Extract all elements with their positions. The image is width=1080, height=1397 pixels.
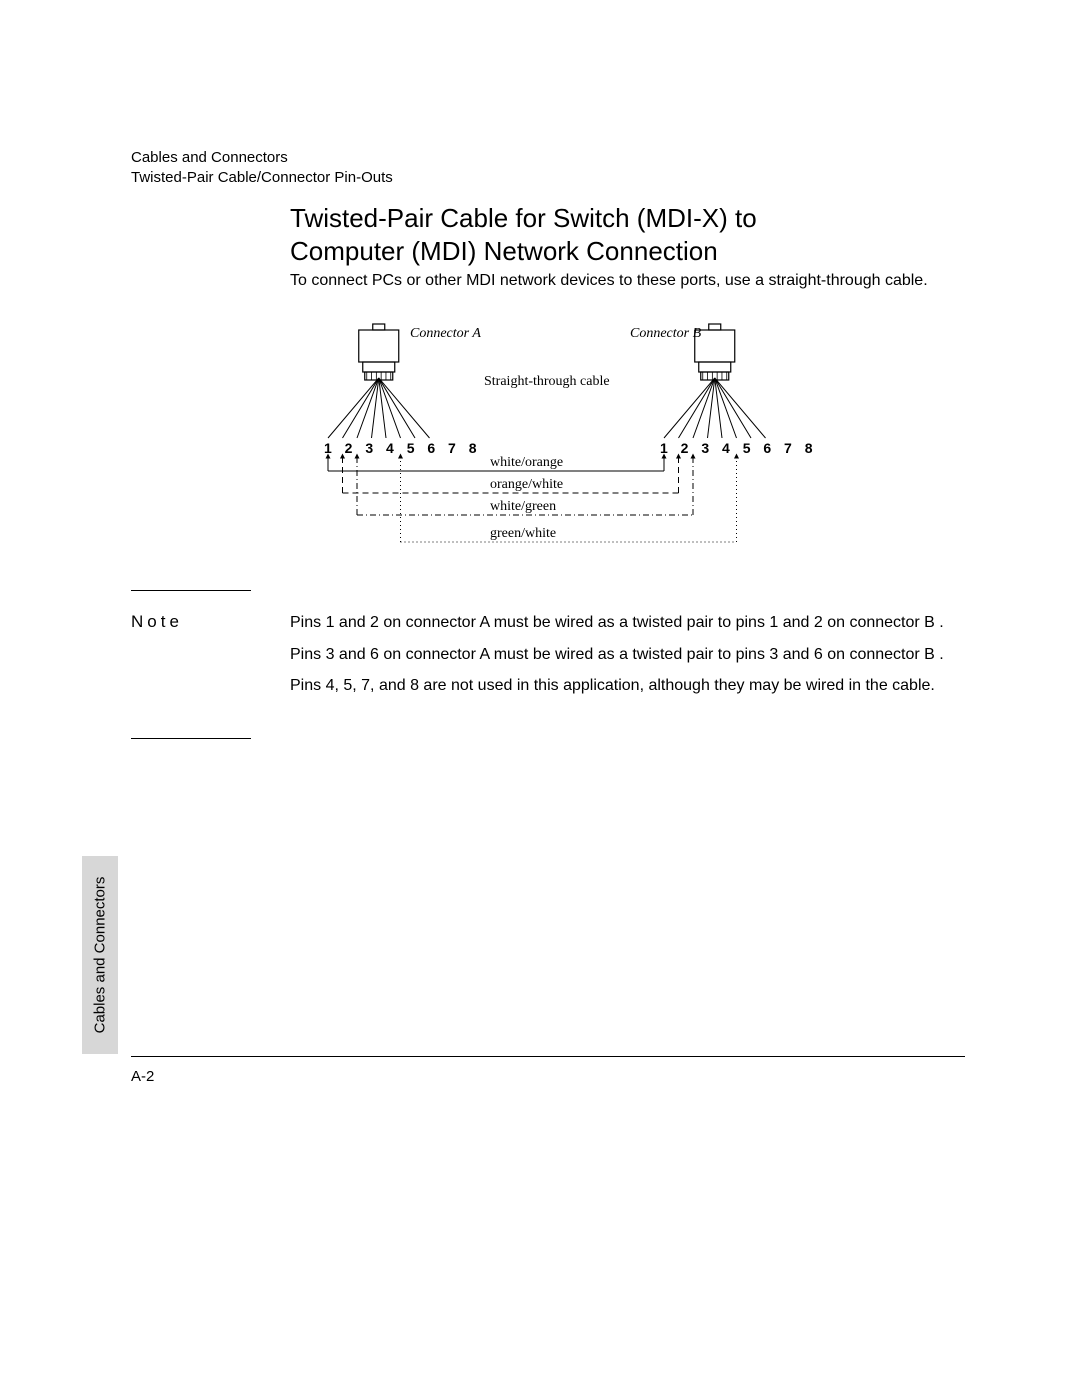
footer-rule [131,1056,965,1057]
note-paragraph-2: Pins 3 and 6 on connector A must be wire… [290,644,970,666]
wire-color-label: white/orange [490,455,563,471]
page-title: Twisted-Pair Cable for Switch (MDI-X) to… [290,202,850,267]
cable-type-label: Straight-through cable [484,374,610,390]
connector-a-label: Connector A [410,326,481,342]
note-heading: Note [131,612,183,632]
note-rule-top [131,590,251,591]
note-paragraph-1: Pins 1 and 2 on connector A must be wire… [290,612,970,634]
wire-color-label: orange/white [490,477,563,493]
note-paragraph-3: Pins 4, 5, 7, and 8 are not used in this… [290,675,970,697]
running-header: Cables and Connectors Twisted-Pair Cable… [131,148,393,187]
side-thumb-tab: Cables and Connectors [82,856,118,1054]
note-rule-bottom [131,738,251,739]
header-section: Cables and Connectors [131,148,393,168]
wire-color-label: white/green [490,499,556,515]
wiring-diagram: Connector A Connector B Straight-through… [290,318,950,578]
pin-numbers-right: 1 2 3 4 5 6 7 8 [660,440,817,456]
pin-numbers-left: 1 2 3 4 5 6 7 8 [324,440,481,456]
note-body: Pins 1 and 2 on connector A must be wire… [290,612,970,707]
page-number: A-2 [131,1068,154,1085]
side-tab-label: Cables and Connectors [92,877,109,1034]
intro-paragraph: To connect PCs or other MDI network devi… [290,270,970,292]
connector-b-label: Connector B [630,326,701,342]
wire-color-label: green/white [490,526,556,542]
header-subsection: Twisted-Pair Cable/Connector Pin-Outs [131,168,393,188]
